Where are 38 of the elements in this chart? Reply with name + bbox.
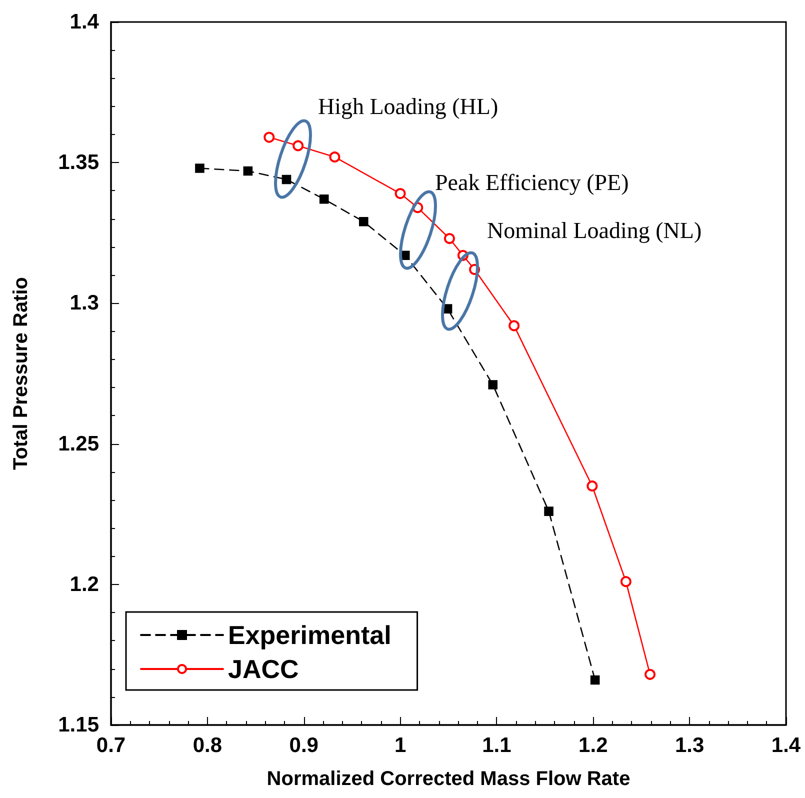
y-axis-title: Total Pressure Ratio xyxy=(10,276,32,470)
point xyxy=(329,151,340,162)
point xyxy=(444,233,455,244)
point xyxy=(488,380,498,390)
x-tick-label: 0.8 xyxy=(192,734,222,757)
x-tick-label: 1.4 xyxy=(771,734,801,757)
point xyxy=(620,576,632,588)
point xyxy=(358,217,368,226)
point xyxy=(195,164,204,173)
y-tick-label: 1.4 xyxy=(70,10,100,34)
point xyxy=(282,174,292,184)
point xyxy=(394,188,406,200)
point xyxy=(586,480,598,492)
x-tick-label: 0.9 xyxy=(289,734,318,757)
x-tick-label: 1.3 xyxy=(674,734,704,757)
legend-label: Experimental xyxy=(228,620,392,650)
x-tick-label: 0.7 xyxy=(96,734,126,757)
y-tick-label: 1.3 xyxy=(70,292,99,315)
x-tick-label: 1.1 xyxy=(482,734,512,757)
point xyxy=(508,320,520,332)
point xyxy=(243,166,253,176)
annotation: High Loading (HL) xyxy=(318,94,498,119)
point xyxy=(644,668,656,680)
point xyxy=(292,140,304,152)
point xyxy=(544,506,554,516)
x-axis-title: Normalized Corrected Mass Flow Rate xyxy=(266,768,630,790)
annotation: Nominal Loading (NL) xyxy=(487,218,702,243)
x-tick-label: 1.2 xyxy=(578,734,608,757)
annotation: Peak Efficiency (PE) xyxy=(435,170,629,195)
point xyxy=(319,194,329,204)
y-tick-label: 1.15 xyxy=(58,714,100,736)
y-tick-label: 1.25 xyxy=(58,432,100,456)
legend-label: JACC xyxy=(228,654,300,684)
point xyxy=(264,132,275,143)
y-tick-label: 1.35 xyxy=(58,151,100,174)
y-tick-label: 1.2 xyxy=(70,572,99,596)
point xyxy=(590,675,600,685)
x-tick-label: 1 xyxy=(394,734,406,757)
